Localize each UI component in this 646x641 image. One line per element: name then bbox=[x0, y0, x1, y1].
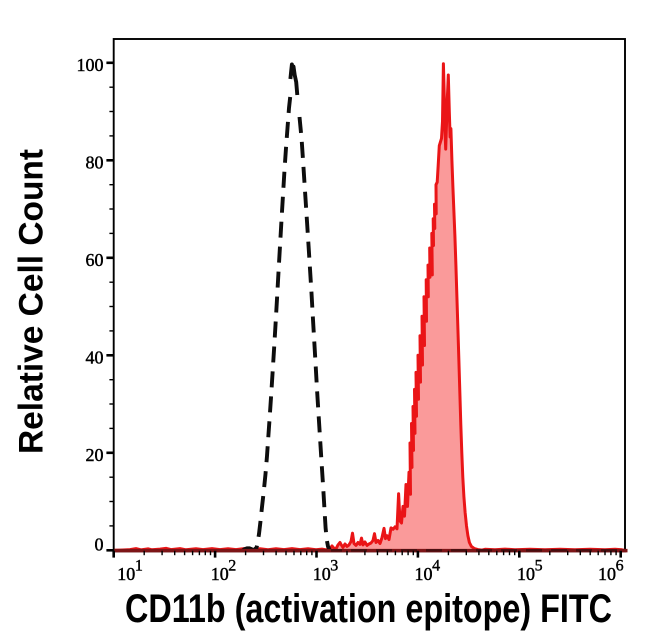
svg-text:10: 10 bbox=[117, 564, 135, 584]
svg-text:10: 10 bbox=[415, 564, 433, 584]
svg-text:20: 20 bbox=[86, 445, 104, 465]
svg-text:0: 0 bbox=[95, 535, 104, 555]
svg-text:100: 100 bbox=[77, 55, 104, 75]
svg-text:Relative Cell Count: Relative Cell Count bbox=[13, 149, 51, 454]
svg-text:3: 3 bbox=[330, 558, 338, 575]
svg-text:1: 1 bbox=[135, 558, 143, 575]
svg-text:10: 10 bbox=[211, 564, 229, 584]
svg-text:10: 10 bbox=[517, 564, 535, 584]
svg-text:6: 6 bbox=[616, 558, 624, 575]
svg-text:4: 4 bbox=[432, 558, 440, 575]
svg-text:80: 80 bbox=[86, 153, 104, 173]
svg-text:2: 2 bbox=[228, 558, 236, 575]
svg-text:40: 40 bbox=[86, 348, 104, 368]
svg-text:CD11b (activation epitope) FIT: CD11b (activation epitope) FITC bbox=[125, 587, 612, 631]
svg-text:5: 5 bbox=[535, 558, 543, 575]
svg-text:10: 10 bbox=[598, 564, 616, 584]
svg-text:10: 10 bbox=[313, 564, 331, 584]
svg-text:60: 60 bbox=[86, 250, 104, 270]
